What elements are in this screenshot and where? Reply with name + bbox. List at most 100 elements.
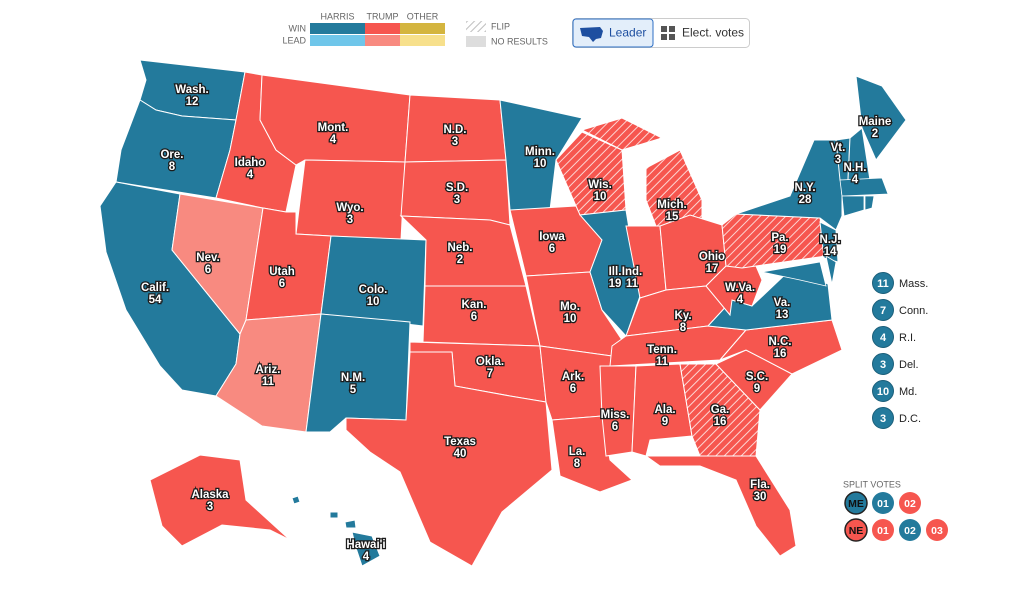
state-votes: 10 (564, 313, 577, 325)
state-votes: 10 (367, 296, 380, 308)
small-state-votes: 3 (880, 359, 886, 371)
split-badge (872, 519, 894, 541)
state[interactable] (149, 454, 291, 547)
state-votes: 16 (774, 348, 787, 360)
legend-swatch (310, 23, 365, 34)
state-name: N.H. (844, 162, 867, 174)
state[interactable] (291, 495, 381, 567)
split-badge (899, 492, 921, 514)
state-name: Ark. (562, 371, 584, 383)
small-state-name: Conn. (899, 305, 928, 317)
state-name: Ariz. (256, 364, 281, 376)
small-state[interactable] (841, 195, 865, 217)
state-name: Va. (774, 297, 791, 309)
state-votes: 10 (534, 158, 547, 170)
state-votes: 9 (754, 383, 760, 395)
split-badge (899, 519, 921, 541)
state-name: Mont. (318, 122, 349, 134)
small-state[interactable] (825, 255, 837, 285)
state-votes: 9 (662, 416, 668, 428)
state-name: Pa. (771, 232, 788, 244)
legend-swatch (365, 35, 400, 46)
legend-swatch (310, 35, 365, 46)
state-votes: 4 (247, 169, 254, 181)
split-badge (844, 518, 868, 542)
small-state-name: Md. (899, 386, 917, 398)
state[interactable] (320, 235, 427, 327)
split-label: NE (849, 525, 864, 537)
state-name: Ind. (622, 266, 642, 278)
state-votes: 15 (666, 211, 679, 223)
state[interactable] (599, 365, 637, 457)
state-name: Minn. (525, 146, 555, 158)
state-name: Fla. (750, 479, 770, 491)
state-name: Calif. (141, 282, 169, 294)
state-votes: 6 (205, 264, 211, 276)
small-state-name: Del. (899, 359, 919, 371)
state-votes: 3 (452, 136, 458, 148)
state-name: Wash. (175, 84, 208, 96)
state-votes: 7 (487, 368, 493, 380)
split-title: SPLIT VOTES (843, 479, 901, 489)
state[interactable] (855, 75, 907, 161)
state-name: Mich. (657, 199, 686, 211)
state-votes: 2 (872, 128, 878, 140)
split-label: 02 (904, 498, 916, 510)
state[interactable] (422, 285, 541, 347)
state-votes: 6 (279, 278, 285, 290)
state-votes: 6 (612, 421, 618, 433)
state-votes: 3 (835, 154, 841, 166)
small-state[interactable] (864, 195, 875, 211)
state-votes: 19 (609, 278, 622, 290)
split-badge (844, 491, 868, 515)
state-votes: 30 (754, 491, 767, 503)
state-name: Mo. (560, 301, 580, 313)
state-name: Ky. (674, 310, 691, 322)
small-state-badge (872, 407, 894, 429)
state-votes: 11 (626, 278, 639, 290)
small-state-votes: 3 (880, 413, 886, 425)
state-votes: 5 (350, 384, 357, 396)
small-state-badge (872, 272, 894, 294)
flip-swatch (466, 21, 486, 32)
legend-column: TRUMP (367, 11, 399, 21)
state[interactable] (295, 159, 406, 241)
small-state-votes: 4 (880, 332, 887, 344)
state-votes: 6 (471, 311, 477, 323)
state-votes: 11 (262, 376, 275, 388)
split-label: 01 (877, 525, 889, 537)
state-votes: 4 (737, 294, 744, 306)
state-name: N.Y. (794, 182, 815, 194)
small-state[interactable] (839, 177, 889, 197)
state-name: S.D. (446, 182, 468, 194)
state[interactable] (644, 455, 797, 557)
state[interactable] (345, 351, 553, 567)
elect-votes-label[interactable]: Elect. votes (682, 26, 744, 40)
state-votes: 14 (824, 246, 837, 258)
legend-column: OTHER (407, 11, 439, 21)
state-votes: 19 (774, 244, 787, 256)
grid-icon (661, 26, 675, 40)
toggle: Leader Elect. votes (572, 18, 750, 48)
state-votes: 28 (799, 194, 812, 206)
split-badge (872, 492, 894, 514)
split-label: 02 (904, 525, 916, 537)
small-state-name: R.I. (899, 332, 916, 344)
state-name: N.J. (819, 234, 840, 246)
state-name: Ore. (160, 149, 183, 161)
leader-label[interactable]: Leader (609, 26, 646, 40)
small-state-votes: 10 (877, 386, 889, 398)
legend-swatch (365, 23, 400, 34)
state-name: Utah (269, 266, 295, 278)
small-state-name: D.C. (899, 413, 921, 425)
state-votes: 8 (680, 322, 687, 334)
state-votes: 11 (656, 356, 669, 368)
state-name: Texas (444, 436, 476, 448)
us-icon (580, 27, 603, 42)
small-state[interactable] (761, 261, 827, 287)
state[interactable] (259, 74, 411, 166)
state-name: N.D. (444, 124, 467, 136)
small-state-votes: 11 (877, 278, 889, 290)
state[interactable] (819, 221, 839, 263)
